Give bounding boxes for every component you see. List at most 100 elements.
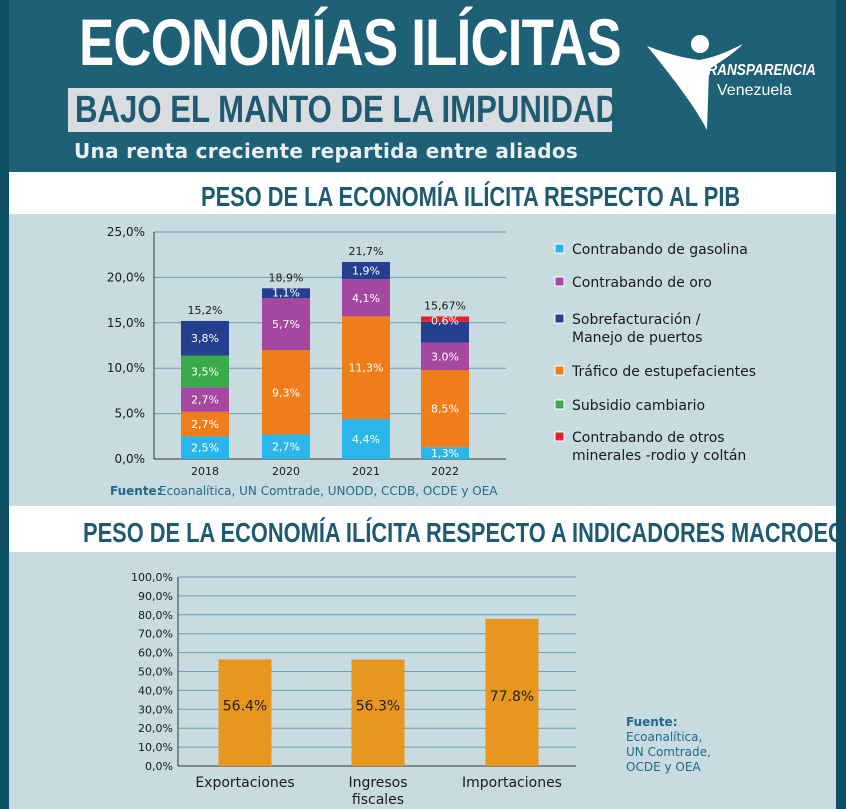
y-tick-label: 25,0%: [107, 225, 145, 239]
chart1-source-text: Ecoanalítica, UN Comtrade, UNODD, CCDB, …: [159, 484, 498, 498]
x-tick-label: 2018: [191, 465, 219, 478]
legend-label: Tráfico de estupefacientes: [571, 364, 756, 380]
legend-label: Contrabando de otros: [572, 430, 725, 446]
data-label: 56.4%: [223, 698, 267, 714]
bar-segment: [342, 316, 390, 420]
y-tick-label: 10,0%: [107, 361, 145, 375]
data-label: 11,3%: [349, 362, 384, 375]
bar-segment: [262, 434, 310, 459]
page-title: ECONOMÍAS ILÍCITAS: [79, 5, 622, 79]
data-label: 56.3%: [356, 699, 400, 715]
bar-segment: [181, 387, 229, 412]
data-label: 3,5%: [191, 365, 219, 378]
y-tick-label: 90,0%: [138, 590, 173, 603]
y-tick-label: 10,0%: [138, 741, 173, 754]
chart2-source-label: Fuente:: [626, 715, 678, 729]
y-tick-label: 30,0%: [138, 703, 173, 716]
y-tick-label: 50,0%: [138, 666, 173, 679]
x-tick-label: 2020: [272, 465, 300, 478]
y-tick-label: 15,0%: [107, 316, 145, 330]
bar: [218, 659, 272, 766]
data-label: 2,5%: [191, 442, 219, 455]
data-label: 77.8%: [490, 689, 534, 705]
bar-segment: [342, 419, 390, 459]
x-tick-label: Exportaciones: [195, 775, 294, 791]
data-label: 3.0%: [431, 350, 459, 363]
x-tick-label: Ingresos: [348, 775, 407, 791]
bar-segment: [181, 355, 229, 388]
x-tick-label: 2022: [431, 465, 459, 478]
bar-segment: [421, 316, 469, 322]
data-label: 5,7%: [272, 318, 300, 331]
data-label: 0,6%: [431, 314, 459, 327]
legend-swatch: [554, 431, 565, 442]
legend-label: Subsidio cambiario: [572, 398, 705, 414]
total-label: 15,67%: [424, 299, 466, 312]
data-label: 2,7%: [272, 441, 300, 454]
data-label: 1,3%: [431, 447, 459, 460]
bar-chart: 0,0% 10,0% 20,0% 30,0% 40,0% 50,0% 60,0% 70,0% 8…: [131, 571, 711, 808]
bar-segment: [262, 298, 310, 351]
page-subtitle: BAJO EL MANTO DE LA IMPUNIDAD: [75, 89, 619, 131]
chart1-panel: 0,0% 5,0% 10,0% 15,0% 20,0% 25,0% 2,5% 2,7% 2,7…: [9, 214, 836, 506]
y-tick-label: 80,0%: [138, 609, 173, 622]
chart2-source-line-2: UN Comtrade,: [626, 745, 711, 759]
legend-label: minerales -rodio y coltán: [572, 448, 746, 464]
bar-segment: [181, 411, 229, 437]
bar-segment: [421, 447, 469, 459]
bar-segment: [181, 436, 229, 459]
data-label: 9,3%: [272, 386, 300, 399]
logo-text-line2: Venezuela: [717, 82, 792, 99]
x-tick-label: fiscales: [352, 792, 404, 808]
data-label: 2,7%: [191, 418, 219, 431]
bar-segment: [342, 279, 390, 317]
bar-segment: [421, 370, 469, 448]
legend-swatch: [554, 276, 565, 287]
data-label: 4,1%: [352, 292, 380, 305]
legend-swatch: [554, 365, 565, 376]
legend-label: Sobrefacturación /: [572, 312, 701, 328]
y-tick-label: 60,0%: [138, 647, 173, 660]
bar: [485, 618, 539, 766]
total-label: 18,9%: [269, 271, 304, 284]
data-label: 1,9%: [352, 265, 380, 278]
data-label: 3,8%: [191, 332, 219, 345]
legend-swatch: [554, 313, 565, 324]
data-label: 4,4%: [352, 433, 380, 446]
total-label: 15,2%: [188, 304, 223, 317]
section2-title: PESO DE LA ECONOMÍA ILÍCITA RESPECTO A I…: [83, 517, 836, 548]
section1-title: PESO DE LA ECONOMÍA ILÍCITA RESPECTO AL …: [201, 181, 741, 212]
y-tick-label: 40,0%: [138, 684, 173, 697]
y-tick-label: 20,0%: [107, 270, 145, 284]
header-banner: ECONOMÍAS ILÍCITAS BAJO EL MANTO DE LA I…: [9, 0, 836, 172]
legend-label: Contrabando de gasolina: [572, 242, 748, 258]
subtitle-band: [68, 88, 612, 132]
data-label: 8,5%: [431, 403, 459, 416]
data-label: 2,7%: [191, 394, 219, 407]
chart2-source-line-1: Ecoanalítica,: [626, 730, 702, 744]
bar-segment: [342, 261, 390, 280]
y-tick-label: 0,0%: [145, 760, 173, 773]
chart2-panel: 0,0% 10,0% 20,0% 30,0% 40,0% 50,0% 60,0% 70,0% 8…: [9, 552, 836, 809]
bar-segment: [421, 342, 469, 371]
bar-segment: [421, 321, 469, 343]
chart1-source-label: Fuente:: [110, 484, 162, 498]
legend-swatch: [554, 399, 565, 410]
logo-text-line1: TRANSPARENCIA: [699, 62, 816, 79]
tagline: Una renta creciente repartida entre alia…: [74, 139, 579, 163]
stacked-bar-chart: 0,0% 5,0% 10,0% 15,0% 20,0% 25,0% 2,5% 2,7% 2,7…: [107, 225, 756, 498]
chart2-source-line-3: OCDE y OEA: [626, 760, 701, 774]
legend-label: Manejo de puertos: [572, 330, 702, 346]
transparencia-logo-icon: [647, 35, 743, 130]
x-tick-label: Importaciones: [462, 775, 562, 791]
legend-swatch: [554, 243, 565, 254]
bar-segment: [181, 320, 229, 356]
total-label: 21,7%: [349, 245, 384, 258]
y-tick-label: 20,0%: [138, 722, 173, 735]
infographic: ECONOMÍAS ILÍCITAS BAJO EL MANTO DE LA I…: [9, 0, 836, 809]
bar-segment: [262, 350, 310, 435]
bar: [351, 659, 405, 766]
legend-label: Contrabando de oro: [572, 275, 712, 291]
y-tick-label: 5,0%: [115, 407, 146, 421]
data-label: 1,1%: [272, 286, 300, 299]
